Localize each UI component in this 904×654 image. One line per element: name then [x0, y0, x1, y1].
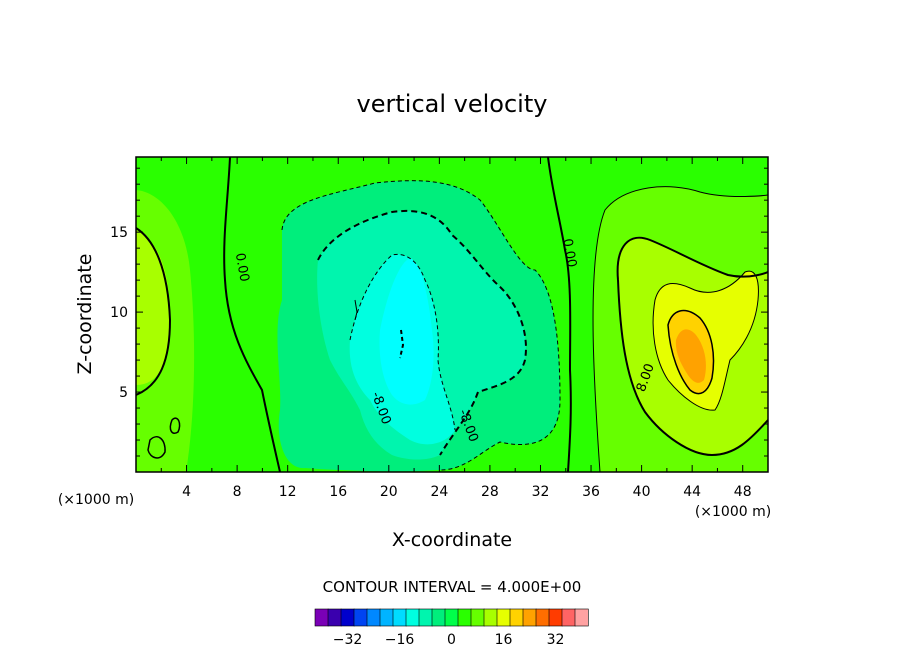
colorbar-swatch: [327, 608, 342, 627]
x-tick-label: 12: [279, 484, 297, 500]
colorbar-swatch: [418, 608, 433, 627]
y-tick-label: 5: [119, 385, 128, 401]
colorbar-tick-label: 32: [547, 632, 565, 648]
colorbar-swatch: [379, 608, 394, 627]
x-tick-label: 20: [380, 484, 398, 500]
small-cell-1: [147, 436, 166, 459]
colorbar-swatch: [457, 608, 472, 627]
contour-field: 0.00 0.00-8.00 -8.008.00: [136, 157, 768, 472]
colorbar-tick-label: −32: [333, 632, 363, 648]
x-axis-unit-right: (×1000 m): [695, 504, 771, 520]
colorbar-tick-label: 16: [495, 632, 513, 648]
zero-contour-right: [547, 157, 572, 472]
x-axis-ticks: 4 8 12 16 20 24 28 32 36 40 44 48: [160, 157, 752, 500]
colorbar-tick-label: −16: [385, 632, 415, 648]
colorbar-swatch: [431, 608, 446, 627]
y-axis-ticks: 5 10 15: [110, 167, 768, 457]
downdraft-core: [379, 258, 434, 405]
colorbar-swatch: [483, 608, 498, 627]
colorbar-swatch: [509, 608, 524, 627]
contour-interval-text: CONTOUR INTERVAL = 4.000E+00: [323, 578, 582, 596]
x-tick-label: 24: [430, 484, 448, 500]
small-cell-2: [169, 417, 181, 434]
x-tick-label: 36: [582, 484, 600, 500]
x-tick-label: 8: [233, 484, 242, 500]
colorbar-swatch: [392, 608, 407, 627]
x-tick-label: 40: [633, 484, 651, 500]
small-cell-3: [354, 299, 358, 321]
zero-contour-left: [223, 157, 281, 472]
colorbar-swatch: [366, 608, 381, 627]
plus16-contour: [667, 309, 715, 395]
plus4-contour: [592, 186, 768, 472]
colorbar-swatch: [444, 608, 459, 627]
x-tick-label: 32: [532, 484, 550, 500]
colorbar-swatch: [340, 608, 355, 627]
y-axis-label: Z-coordinate: [74, 254, 96, 375]
colorbar-swatch: [470, 608, 485, 627]
colorbar-swatch: [548, 608, 563, 627]
colorbar-swatch: [561, 608, 576, 627]
contour-label: 0.00: [232, 252, 252, 283]
plus12-contour: [652, 270, 759, 411]
contour-lines: [136, 157, 768, 472]
colorbar-swatch: [496, 608, 511, 627]
x-tick-label: 4: [182, 484, 191, 500]
colorbar-swatch: [353, 608, 368, 627]
x-tick-label: 28: [481, 484, 499, 500]
x-axis-unit-left: (×1000 m): [58, 492, 134, 508]
colorbar-swatch: [574, 608, 589, 627]
x-tick-label: 16: [329, 484, 347, 500]
y-tick-label: 15: [110, 225, 128, 241]
contour-label-text: 0.00: [559, 237, 579, 268]
minus8-contour: [317, 209, 527, 456]
chart-title: vertical velocity: [357, 90, 548, 118]
plot-frame: [135, 156, 769, 473]
colorbar-swatch: [405, 608, 420, 627]
minus12-contour: [349, 253, 456, 431]
colorbar: −32 −16 0 16 32: [314, 608, 589, 648]
contour-label: 0.00: [559, 237, 579, 268]
plus8-contour: [616, 236, 768, 457]
colorbar-swatch: [522, 608, 537, 627]
colorbar-swatch: [314, 608, 329, 627]
x-tick-label: 44: [683, 484, 701, 500]
right-updraft-core: [675, 329, 706, 383]
zero-contour-far-left: [136, 227, 172, 396]
colorbar-swatch: [535, 608, 550, 627]
colorbar-tick-label: 0: [447, 632, 456, 648]
minus16-contour: [399, 329, 405, 359]
contour-label-text: 0.00: [232, 252, 252, 283]
x-tick-label: 48: [734, 484, 752, 500]
y-tick-label: 10: [110, 305, 128, 321]
x-axis-label: X-coordinate: [392, 529, 512, 551]
minus4-contour: [281, 180, 561, 471]
